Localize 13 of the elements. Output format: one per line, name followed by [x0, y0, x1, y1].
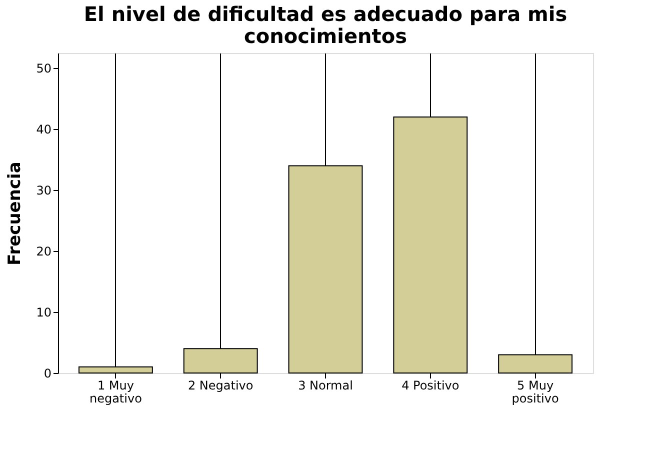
y-tick-label: 50 — [36, 62, 52, 76]
x-tick-label: 3 Normal — [298, 378, 353, 392]
y-tick-label: 30 — [36, 184, 52, 198]
x-tick-label: 1 Muy negativo — [89, 378, 142, 406]
chart-title: El nivel de dificultad es adecuado para mis conocimientos — [84, 2, 568, 48]
y-tick-label: 0 — [44, 366, 52, 380]
x-tick-label: 5 Muy positivo — [512, 378, 559, 406]
x-tick-label: 2 Negativo — [188, 378, 254, 392]
y-tick-label: 40 — [36, 122, 52, 137]
y-axis-title: Frecuencia — [5, 162, 26, 266]
y-tick-label: 20 — [36, 244, 52, 259]
x-tick-label: 4 Positivo — [402, 378, 460, 392]
y-tick-label: 10 — [36, 306, 52, 320]
